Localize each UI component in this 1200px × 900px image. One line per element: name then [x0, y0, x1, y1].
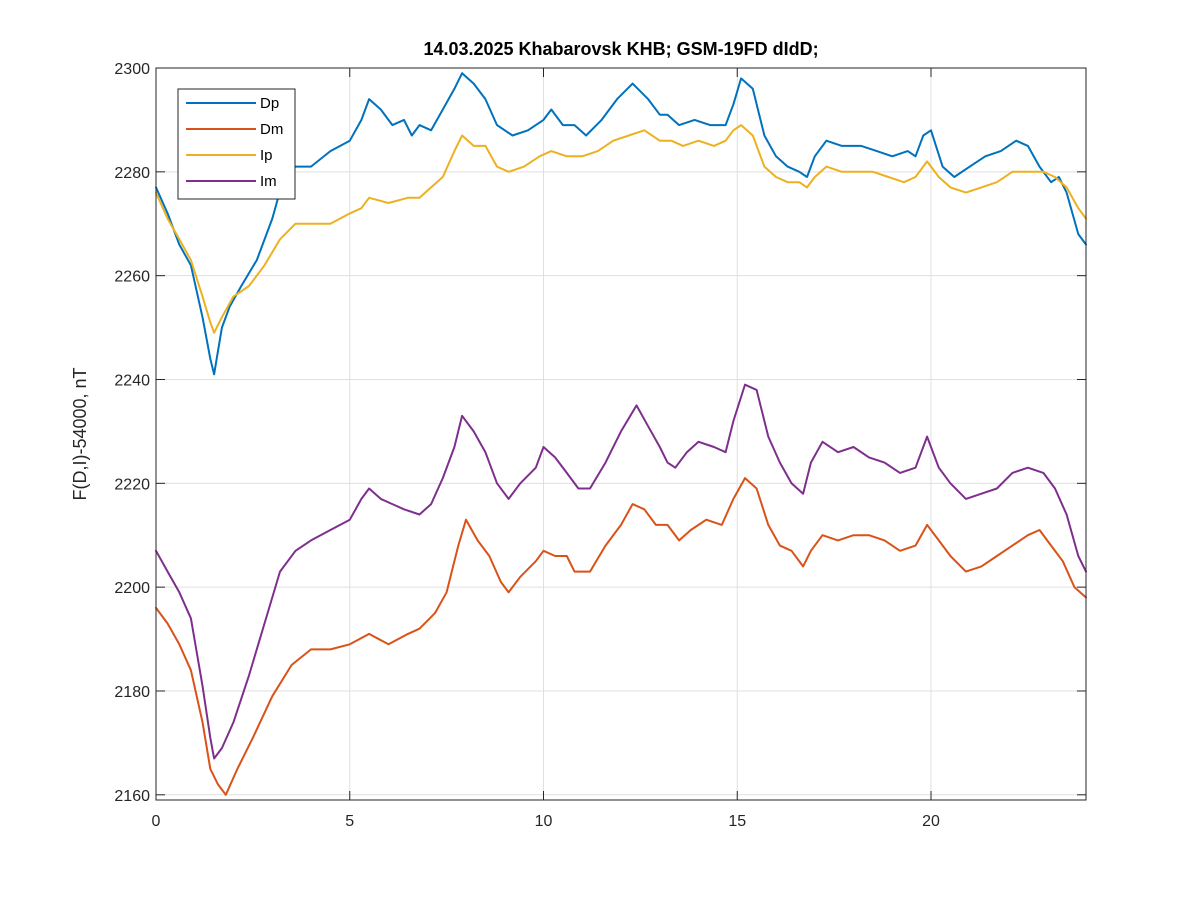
- legend-label-dp: Dp: [260, 95, 279, 112]
- x-tick-label: 20: [922, 813, 940, 830]
- legend-label-im: Im: [260, 173, 277, 190]
- x-tick-label: 10: [535, 813, 553, 830]
- y-tick-label: 2280: [114, 165, 150, 182]
- x-tick-label: 15: [728, 813, 746, 830]
- chart-title: 14.03.2025 Khabarovsk KHB; GSM-19FD dIdD…: [423, 39, 818, 59]
- series-group: [155, 72, 1087, 796]
- axes-box: [155, 67, 1087, 801]
- x-tick-label: 0: [152, 813, 161, 830]
- y-tick-label: 2220: [114, 476, 150, 493]
- ticks: 0 5 10 15 20 2160 2180 2200 2220 2240 2260 2280 2300: [114, 61, 1086, 830]
- y-tick-label: 2300: [114, 61, 150, 78]
- series-line-dm: [155, 477, 1087, 796]
- y-tick-label: 2200: [114, 580, 150, 597]
- legend-label-dm: Dm: [260, 121, 283, 138]
- y-tick-label: 2180: [114, 684, 150, 701]
- series-line-ip: [155, 124, 1087, 334]
- y-tick-label: 2260: [114, 269, 150, 286]
- y-axis-label: F(D,I)-54000, nT: [70, 367, 90, 500]
- series-line-im: [155, 383, 1087, 760]
- y-tick-label: 2240: [114, 372, 150, 389]
- legend-label-ip: Ip: [260, 147, 273, 164]
- legend: Dp Dm Ip Im: [177, 88, 296, 200]
- x-tick-label: 5: [345, 813, 354, 830]
- y-tick-label: 2160: [114, 788, 150, 805]
